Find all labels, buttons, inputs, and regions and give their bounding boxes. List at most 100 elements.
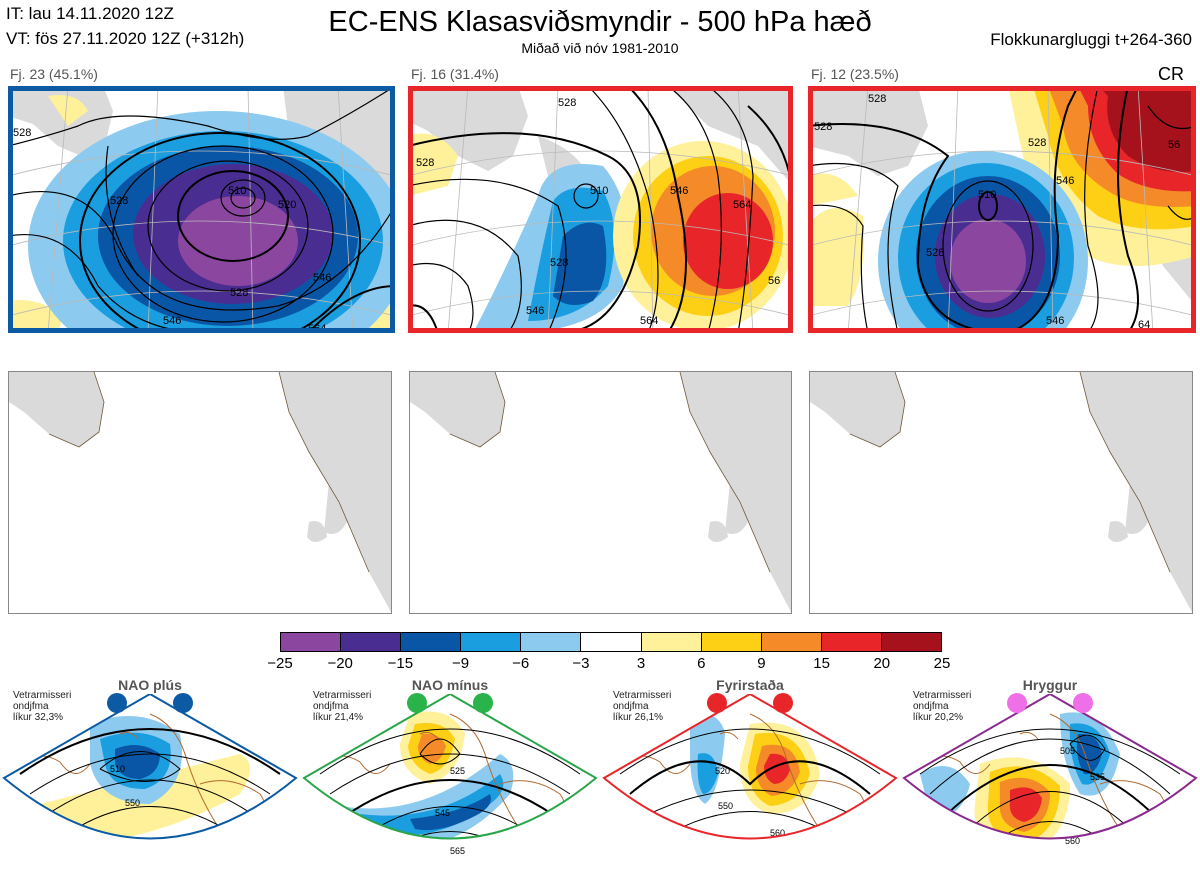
cluster-3-label: Fj. 12 (23.5%) bbox=[811, 66, 899, 82]
colorbar-tick: 15 bbox=[813, 655, 830, 672]
cluster-2-map: 528 528 510 546 564 528 546 564 56 bbox=[408, 86, 793, 333]
regime-outline bbox=[602, 694, 898, 840]
colorbar-swatch bbox=[760, 633, 821, 651]
regime-name: Hryggur bbox=[1022, 677, 1078, 693]
colorbar-tick: 20 bbox=[873, 655, 891, 672]
regime-stat-line: Vetrarmisseri bbox=[13, 690, 72, 701]
colorbar-tick: 25 bbox=[933, 655, 951, 672]
contour-label: 528 bbox=[814, 121, 832, 133]
regime-contour-label: 510 bbox=[110, 764, 125, 774]
regime-stat-line: Vetrarmisseri bbox=[913, 690, 972, 701]
regime-contour-label: 535 bbox=[1090, 772, 1105, 782]
regime-contour-label: 565 bbox=[450, 846, 465, 856]
regime-outline bbox=[902, 694, 1198, 840]
regime-stat-line: ondjfma bbox=[613, 701, 649, 712]
regime-contour-label: 550 bbox=[718, 801, 733, 811]
colorbar-swatch bbox=[700, 633, 761, 651]
contour-label: 528 bbox=[868, 93, 886, 105]
contour-label: 510 bbox=[978, 189, 996, 201]
empty-map-3 bbox=[809, 371, 1193, 614]
regime-stat-line: líkur 32,3% bbox=[13, 712, 64, 723]
colorbar-tick: −3 bbox=[572, 655, 590, 672]
colorbar-tick: −20 bbox=[327, 655, 353, 672]
contour-label: 510 bbox=[228, 185, 246, 197]
colorbar-tick: −25 bbox=[267, 655, 293, 672]
cluster-1-label: Fj. 23 (45.1%) bbox=[10, 66, 98, 82]
contour-label: 520 bbox=[278, 199, 296, 211]
regime-contour-label: 520 bbox=[715, 766, 730, 776]
contour-label: 56 bbox=[1168, 139, 1180, 151]
regime-stats: Vetrarmisseri ondjfma líkur 32,3% bbox=[13, 690, 71, 723]
contour-label: 528 bbox=[926, 247, 944, 259]
contour-label: 564 bbox=[733, 199, 751, 211]
regime-contour-label: 545 bbox=[435, 808, 450, 818]
contour-label: 546 bbox=[670, 185, 688, 197]
colorbar-swatch bbox=[340, 633, 401, 651]
colorbar-swatch bbox=[820, 633, 881, 651]
contour-label: 510 bbox=[590, 185, 608, 197]
contour-label: 528 bbox=[416, 157, 434, 169]
page-title: EC-ENS Klasasviðsmyndir - 500 hPa hæð bbox=[328, 6, 872, 38]
regime-name: NAO plús bbox=[118, 677, 182, 693]
regime-marker-dot bbox=[473, 693, 493, 713]
colorbar-tick: 6 bbox=[697, 655, 706, 672]
colorbar-swatch bbox=[520, 633, 581, 651]
cluster-3-frame bbox=[808, 86, 1196, 333]
contour-label: 564 bbox=[640, 315, 658, 327]
regime-contour-label: 560 bbox=[1065, 836, 1080, 846]
colorbar bbox=[280, 632, 942, 652]
regime-name: Fyrirstaða bbox=[716, 677, 784, 693]
regime-contour-label: 505 bbox=[1060, 746, 1075, 756]
regime-contour-label: 550 bbox=[125, 798, 140, 808]
contour-label: 546 bbox=[1056, 175, 1074, 187]
regime-stat-line: Vetrarmisseri bbox=[613, 690, 672, 701]
regime-outline bbox=[2, 694, 298, 840]
regime-stats: Vetrarmisseri ondjfma líkur 20,2% bbox=[913, 690, 971, 723]
regime-contour-label: 525 bbox=[450, 766, 465, 776]
colorbar-swatch bbox=[880, 633, 942, 651]
regime-marker-dot bbox=[1007, 693, 1027, 713]
regime-marker-dot bbox=[707, 693, 727, 713]
colorbar-tick: −9 bbox=[451, 655, 470, 672]
contour-label: 546 bbox=[163, 315, 181, 327]
contour-label: 528 bbox=[550, 257, 568, 269]
contour-label: 546 bbox=[1046, 315, 1064, 327]
colorbar-swatch bbox=[460, 633, 521, 651]
regime-marker-dot bbox=[107, 693, 127, 713]
regime-stats: Vetrarmisseri ondjfma líkur 26,1% bbox=[613, 690, 671, 723]
valid-time: VT: fös 27.11.2020 12Z (+312h) bbox=[6, 29, 245, 48]
regime-name: NAO mínus bbox=[411, 677, 489, 693]
contour-label: 56 bbox=[768, 275, 780, 287]
colorbar-tick: −6 bbox=[512, 655, 530, 672]
contour-label: 528 bbox=[1028, 137, 1046, 149]
colorbar-swatch bbox=[281, 633, 341, 651]
regime-contour-label: 560 bbox=[770, 828, 785, 838]
contour-label: 528 bbox=[110, 195, 128, 207]
regime-stats: Vetrarmisseri ondjfma líkur 21,4% bbox=[313, 690, 371, 723]
cluster-2-frame bbox=[408, 86, 793, 333]
colorbar-swatch bbox=[640, 633, 701, 651]
empty-map-2 bbox=[409, 371, 792, 614]
colorbar-tick: 3 bbox=[636, 655, 646, 672]
contour-label: 528 bbox=[558, 97, 576, 109]
regime-stat-line: ondjfma bbox=[313, 701, 349, 712]
contour-label: 528 bbox=[230, 287, 248, 299]
regime-marker-dot bbox=[407, 693, 427, 713]
regime-marker-dot bbox=[773, 693, 793, 713]
page-subtitle: Miðað við nóv 1981-2010 bbox=[521, 40, 679, 56]
regime-stat-line: ondjfma bbox=[913, 701, 949, 712]
regime-marker-dot bbox=[1073, 693, 1093, 713]
colorbar-tick: −15 bbox=[387, 655, 414, 672]
regime-stat-line: líkur 21,4% bbox=[313, 712, 364, 723]
cluster-1-map: 528 520 510 528 546 546 564 528 bbox=[8, 86, 395, 333]
contour-label: 546 bbox=[313, 272, 331, 284]
cr-label: CR bbox=[1158, 64, 1184, 84]
regime-outline bbox=[302, 694, 598, 840]
cluster-3-map: 528 510 546 546 528 528 528 56 64 bbox=[808, 86, 1196, 333]
cluster-1-frame bbox=[8, 86, 395, 333]
regime-map: 525 545 565 bbox=[302, 694, 598, 856]
colorbar-tick: 9 bbox=[757, 655, 766, 672]
regime-map: 510 550 bbox=[2, 694, 298, 840]
initial-time: IT: lau 14.11.2020 12Z bbox=[6, 4, 174, 23]
regime-stat-line: ondjfma bbox=[13, 701, 49, 712]
